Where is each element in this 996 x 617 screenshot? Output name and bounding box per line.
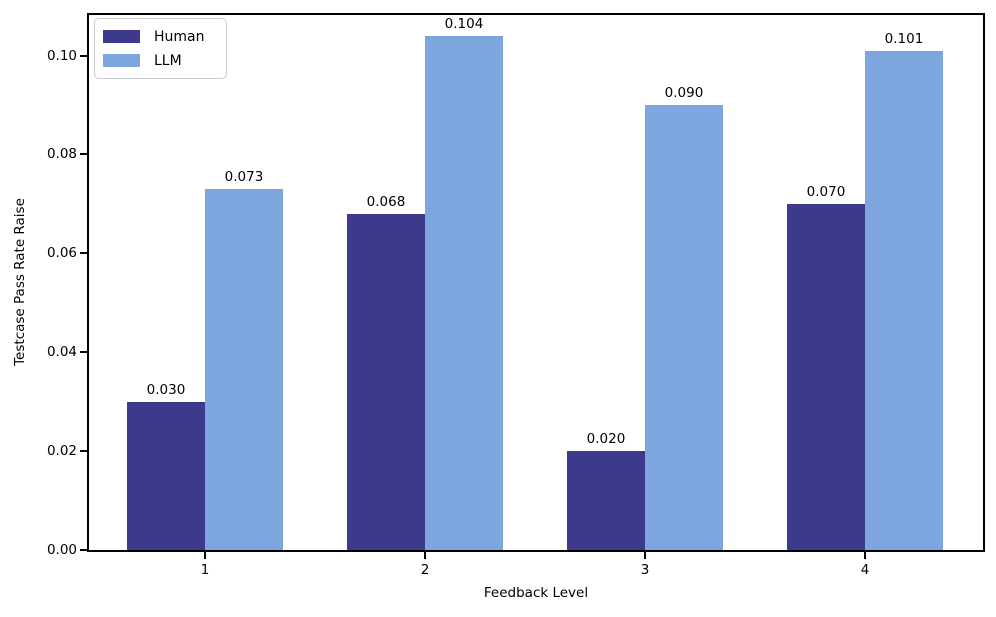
y-tick-mark bbox=[80, 153, 87, 155]
y-tick-label: 0.04 bbox=[46, 344, 77, 360]
y-tick-mark bbox=[80, 252, 87, 254]
bar-llm-3 bbox=[645, 105, 723, 550]
legend-swatch-llm bbox=[103, 54, 140, 67]
y-tick-label: 0.08 bbox=[46, 146, 77, 162]
y-axis-label: Testcase Pass Rate Raise bbox=[12, 198, 28, 366]
x-tick-mark bbox=[864, 552, 866, 559]
x-axis-label: Feedback Level bbox=[483, 585, 589, 601]
bar-llm-4 bbox=[865, 51, 943, 550]
bar-value-label-human-2: 0.068 bbox=[366, 194, 406, 210]
x-tick-mark bbox=[644, 552, 646, 559]
legend-label-human: Human bbox=[154, 28, 205, 45]
x-tick-label: 4 bbox=[860, 562, 870, 578]
x-tick-label: 3 bbox=[640, 562, 650, 578]
x-tick-mark bbox=[424, 552, 426, 559]
bar-human-2 bbox=[347, 214, 425, 550]
plot-area: 0.030 0.068 0.020 0.070 0.073 0.104 0.090 0.101 bbox=[87, 13, 985, 552]
legend-label-llm: LLM bbox=[154, 52, 182, 69]
bar-human-3 bbox=[567, 451, 645, 550]
bar-value-label-llm-2: 0.104 bbox=[444, 16, 484, 32]
bar-value-label-human-1: 0.030 bbox=[146, 382, 186, 398]
legend-item-human: Human bbox=[103, 26, 216, 47]
bar-value-label-human-3: 0.020 bbox=[586, 431, 626, 447]
y-tick-mark bbox=[80, 549, 87, 551]
y-tick-label: 0.06 bbox=[46, 245, 77, 261]
bar-llm-2 bbox=[425, 36, 503, 550]
bar-human-1 bbox=[127, 402, 205, 550]
y-tick-mark bbox=[80, 55, 87, 57]
y-tick-mark bbox=[80, 450, 87, 452]
y-tick-mark bbox=[80, 351, 87, 353]
bar-llm-1 bbox=[205, 189, 283, 550]
bar-human-4 bbox=[787, 204, 865, 550]
x-tick-label: 2 bbox=[420, 562, 430, 578]
legend: Human LLM bbox=[94, 18, 227, 79]
bar-value-label-llm-4: 0.101 bbox=[884, 31, 924, 47]
y-tick-label: 0.02 bbox=[46, 443, 77, 459]
bar-value-label-human-4: 0.070 bbox=[806, 184, 846, 200]
legend-swatch-human bbox=[103, 30, 140, 43]
bar-value-label-llm-1: 0.073 bbox=[224, 169, 264, 185]
legend-item-llm: LLM bbox=[103, 50, 216, 71]
y-tick-label: 0.10 bbox=[46, 48, 77, 64]
y-tick-label: 0.00 bbox=[46, 542, 77, 558]
x-tick-label: 1 bbox=[200, 562, 210, 578]
x-tick-mark bbox=[204, 552, 206, 559]
bar-value-label-llm-3: 0.090 bbox=[664, 85, 704, 101]
